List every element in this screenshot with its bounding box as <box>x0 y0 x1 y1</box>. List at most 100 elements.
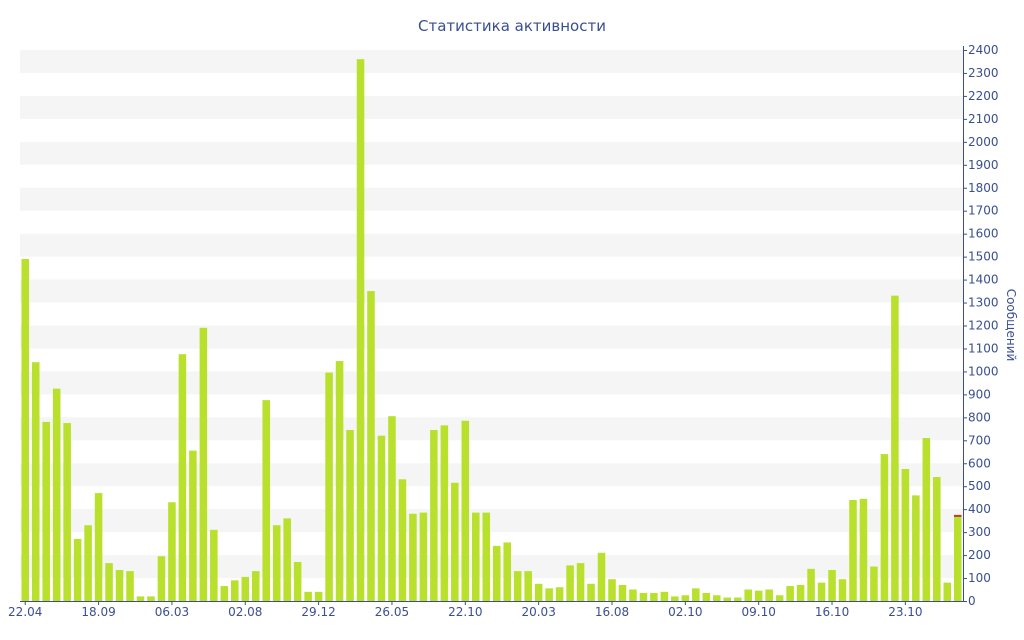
x-tick-label: 16.08 <box>595 605 629 619</box>
y-tick-label: 2100 <box>968 112 999 126</box>
bar <box>283 518 291 601</box>
bar <box>587 583 595 601</box>
chart-title: Статистика активности <box>418 17 606 35</box>
x-tick-label: 22.10 <box>448 605 482 619</box>
bar <box>786 586 794 601</box>
y-tick-label: 600 <box>968 456 991 470</box>
grid-band <box>20 279 963 303</box>
bar <box>482 512 491 601</box>
grid-band <box>20 233 963 257</box>
bar <box>126 571 134 601</box>
y-axis-label: Сообщений <box>1004 289 1018 362</box>
bar <box>251 571 260 601</box>
bar <box>388 416 396 601</box>
bar <box>367 291 375 601</box>
y-tick-label: 1200 <box>968 319 999 333</box>
bar <box>199 327 208 601</box>
y-tick-label: 300 <box>968 525 991 539</box>
y-tick-label: 1500 <box>968 250 999 264</box>
bar <box>775 595 784 601</box>
bar <box>377 435 386 601</box>
x-tick-label: 29.12 <box>301 605 335 619</box>
bar <box>314 591 323 601</box>
grid-band <box>20 371 963 395</box>
bar <box>650 592 658 601</box>
bar <box>451 482 459 601</box>
bar <box>870 566 878 601</box>
bar <box>472 512 480 601</box>
x-tick-label: 18.09 <box>81 605 115 619</box>
bar <box>566 565 574 601</box>
bar <box>943 582 952 601</box>
bar <box>189 450 197 601</box>
bar <box>618 584 627 601</box>
grid-band <box>20 325 963 349</box>
grid-band <box>20 141 963 165</box>
bar <box>52 388 61 601</box>
bar <box>503 542 511 601</box>
bar <box>335 361 344 601</box>
bar <box>346 429 354 601</box>
bar <box>440 425 449 601</box>
bar <box>754 590 763 601</box>
y-tick-label: 1400 <box>968 273 999 287</box>
bar <box>461 420 470 601</box>
bar <box>817 582 826 601</box>
grid-band <box>20 187 963 211</box>
bar <box>293 561 302 601</box>
bar <box>231 580 239 601</box>
bar <box>42 421 50 601</box>
bar <box>168 502 176 601</box>
x-tick-label: 22.04 <box>8 605 42 619</box>
bar <box>953 514 962 601</box>
bar <box>702 592 711 601</box>
bar <box>692 588 700 601</box>
bar <box>671 596 679 601</box>
y-tick-label: 700 <box>968 433 991 447</box>
x-axis-ticks: 22.04 18.09 06.03 02.08 29.12 26.05 22.10 20.03… <box>8 601 923 619</box>
bar <box>576 563 585 601</box>
bar <box>157 556 166 601</box>
grid-band <box>20 509 963 533</box>
bar <box>398 479 407 601</box>
bar <box>681 595 690 601</box>
x-tick-label: 26.05 <box>375 605 409 619</box>
bar <box>933 477 941 601</box>
y-axis-ticks: 0 100 200 300 400 500 600 700 800 900 1000 1100 1200… <box>963 43 999 608</box>
y-tick-label: 100 <box>968 571 991 585</box>
bar <box>545 588 553 601</box>
grid-band <box>20 50 963 73</box>
bar <box>136 596 145 601</box>
bar <box>409 513 417 601</box>
y-tick-label: 1300 <box>968 296 999 310</box>
bar <box>419 512 428 601</box>
bars <box>21 59 962 601</box>
bar <box>210 529 218 601</box>
y-tick-label: 2400 <box>968 43 999 57</box>
y-tick-label: 200 <box>968 548 991 562</box>
bar <box>115 570 124 601</box>
bar <box>849 499 857 601</box>
bar <box>105 563 113 601</box>
axes <box>20 46 964 602</box>
bar <box>597 552 606 601</box>
bar <box>744 589 752 601</box>
bar <box>73 539 82 601</box>
last-bar-marker <box>953 514 962 517</box>
bar <box>713 595 721 601</box>
bar <box>94 493 103 601</box>
y-tick-label: 800 <box>968 410 991 424</box>
bar <box>733 597 742 601</box>
grid-band <box>20 463 963 487</box>
bar <box>304 591 312 601</box>
bar <box>84 525 92 601</box>
bar <box>838 579 847 601</box>
grid-band <box>20 417 963 441</box>
bar <box>21 258 30 601</box>
bar <box>220 586 229 601</box>
bar <box>524 571 532 601</box>
bar <box>178 354 187 601</box>
y-tick-label: 900 <box>968 387 991 401</box>
bar <box>31 362 40 601</box>
x-tick-label: 02.10 <box>668 605 702 619</box>
